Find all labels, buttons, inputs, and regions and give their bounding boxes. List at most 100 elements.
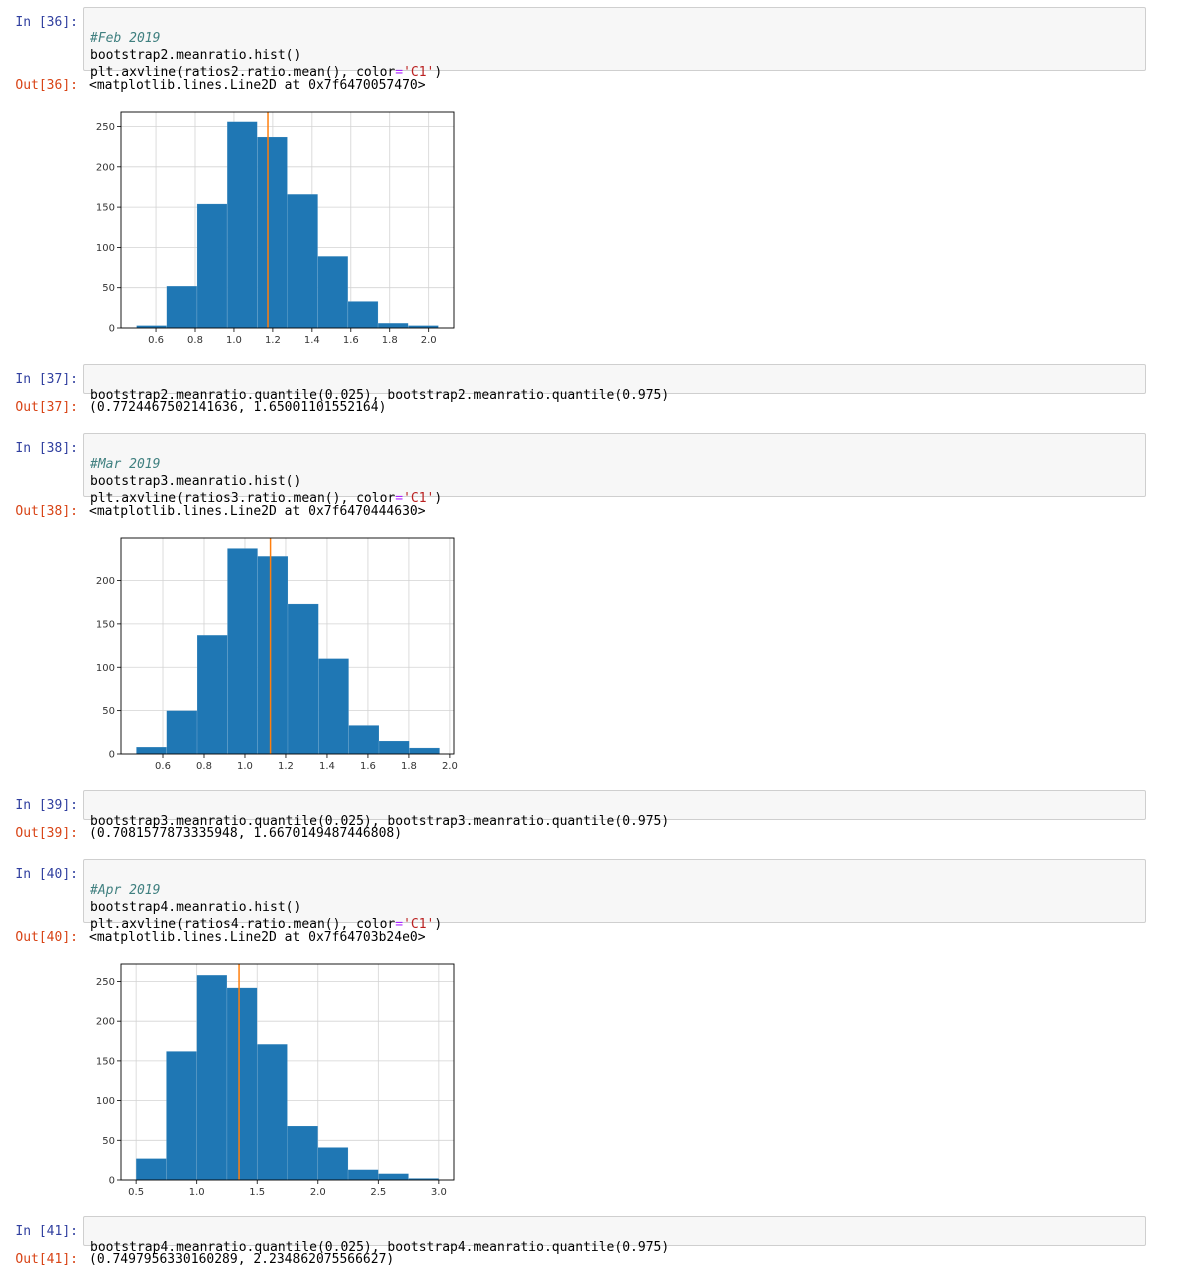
histogram-bar [166, 285, 198, 329]
histogram-apr-2019: 0.5 1.0 1.5 2.0 2.5 3.0 0 50 100 150 200 250 [96, 963, 455, 1198]
x-tick-label: 1.2 [278, 761, 294, 772]
x-tick-label: 1.6 [360, 761, 376, 772]
out-prompt-39: Out[39]: [15, 826, 78, 841]
x-tick-label: 0.6 [148, 335, 164, 346]
x-tick-label: 1.8 [401, 761, 417, 772]
histogram-mar-2019: 0.6 0.8 1.0 1.2 1.4 1.6 1.8 2.0 0 50 100 150 200 [96, 537, 458, 772]
code-text: ) [434, 917, 443, 932]
output-text-38: <matplotlib.lines.Line2D at 0x7f64704446… [89, 504, 426, 519]
y-tick-label: 100 [96, 243, 115, 254]
histogram-bar [318, 658, 349, 755]
code-cell-38[interactable]: #Mar 2019 bootstrap3.meanratio.hist() plt.… [83, 433, 1146, 506]
output-text-37: (0.7724467502141636, 1.65001101552164) [89, 400, 387, 415]
histogram-bar [409, 747, 440, 755]
in-prompt-41: In [41]: [15, 1224, 78, 1239]
histogram-bar [196, 203, 228, 329]
y-tick-label: 250 [96, 977, 115, 988]
x-tick-label: 1.2 [265, 335, 281, 346]
out-prompt-41: Out[41]: [15, 1252, 78, 1267]
y-tick-label: 200 [96, 162, 115, 173]
y-tick-label: 150 [96, 619, 115, 630]
plot-frame [120, 111, 455, 329]
plot-frame [120, 537, 455, 755]
x-tick-label: 1.4 [304, 335, 320, 346]
histogram-feb-2019: 0.6 0.8 1.0 1.2 1.4 1.6 1.8 2.0 0 50 100 150 200 250 [96, 111, 455, 346]
y-tick-label: 50 [102, 1136, 115, 1147]
code-operator: = [395, 65, 404, 80]
histogram-bar [378, 740, 410, 755]
code-cell-36[interactable]: #Feb 2019 bootstrap2.meanratio.hist() plt.… [83, 7, 1146, 80]
histogram-bar [317, 256, 349, 329]
code-cell-37[interactable]: bootstrap2.meanratio.quantile(0.025), bo… [83, 364, 1146, 403]
code-text: ) [434, 65, 443, 80]
y-tick-label: 150 [96, 203, 115, 214]
histogram-bar [226, 987, 258, 1181]
code-line: bootstrap3.meanratio.hist() [90, 474, 302, 489]
code-comment: #Feb 2019 [90, 31, 161, 46]
x-tick-label: 1.5 [249, 1187, 265, 1198]
histogram-bar [166, 1051, 197, 1181]
x-tick-label: 3.0 [431, 1187, 447, 1198]
code-string: 'C1' [403, 491, 435, 506]
histogram-bar [226, 121, 258, 329]
code-cell-39[interactable]: bootstrap3.meanratio.quantile(0.025), bo… [83, 790, 1146, 829]
histogram-bar [287, 603, 319, 755]
x-tick-label: 1.0 [226, 335, 242, 346]
histogram-bar [256, 1043, 288, 1181]
out-prompt-36: Out[36]: [15, 78, 78, 93]
x-tick-label: 0.8 [196, 761, 212, 772]
out-prompt-38: Out[38]: [15, 504, 78, 519]
histogram-bar [287, 1125, 319, 1181]
x-tick-label: 0.6 [155, 761, 171, 772]
code-operator: = [395, 491, 404, 506]
plot-frame [120, 963, 455, 1181]
y-tick-label: 250 [96, 122, 115, 133]
histogram-bar [317, 1147, 349, 1181]
code-cell-41[interactable]: bootstrap4.meanratio.quantile(0.025), bo… [83, 1216, 1146, 1255]
x-tick-label: 2.0 [310, 1187, 326, 1198]
code-text: plt.axvline(ratios2.ratio.mean(), color [90, 65, 396, 80]
x-tick-label: 1.4 [319, 761, 335, 772]
code-line: bootstrap4.meanratio.hist() [90, 900, 302, 915]
histogram-bar [135, 1158, 167, 1181]
code-text: plt.axvline(ratios3.ratio.mean(), color [90, 491, 396, 506]
x-tick-label: 2.0 [442, 761, 458, 772]
x-tick-label: 1.6 [343, 335, 359, 346]
code-operator: = [395, 917, 404, 932]
histogram-bar [347, 1169, 379, 1181]
in-prompt-38: In [38]: [15, 441, 78, 456]
code-comment: #Apr 2019 [90, 883, 161, 898]
y-tick-label: 50 [102, 706, 115, 717]
histogram-bar [257, 136, 288, 329]
histogram-bar [227, 548, 258, 755]
in-prompt-37: In [37]: [15, 372, 78, 387]
out-prompt-40: Out[40]: [15, 930, 78, 945]
in-prompt-36: In [36]: [15, 15, 78, 30]
in-prompt-40: In [40]: [15, 867, 78, 882]
x-tick-label: 1.8 [382, 335, 398, 346]
y-tick-label: 100 [96, 663, 115, 674]
code-text: ) [434, 491, 443, 506]
x-tick-label: 0.5 [128, 1187, 144, 1198]
y-tick-label: 200 [96, 1017, 115, 1028]
y-tick-label: 0 [109, 1176, 115, 1187]
code-line: bootstrap2.meanratio.quantile(0.025), bo… [90, 388, 670, 403]
histogram-bar [378, 1173, 409, 1181]
x-tick-label: 0.8 [187, 335, 203, 346]
histogram-bar [347, 301, 379, 329]
x-tick-label: 1.0 [237, 761, 253, 772]
code-line: bootstrap2.meanratio.hist() [90, 48, 302, 63]
in-prompt-39: In [39]: [15, 798, 78, 813]
histogram-bar [377, 322, 409, 329]
y-tick-label: 50 [102, 283, 115, 294]
output-text-40: <matplotlib.lines.Line2D at 0x7f64703b24… [89, 930, 426, 945]
y-tick-label: 0 [109, 324, 115, 335]
output-text-36: <matplotlib.lines.Line2D at 0x7f64700574… [89, 78, 426, 93]
histogram-bar [166, 710, 198, 755]
out-prompt-37: Out[37]: [15, 400, 78, 415]
histogram-bar [136, 746, 167, 755]
x-tick-label: 2.5 [370, 1187, 386, 1198]
histogram-bar [196, 974, 228, 1181]
code-cell-40[interactable]: #Apr 2019 bootstrap4.meanratio.hist() plt.… [83, 859, 1146, 932]
y-tick-label: 150 [96, 1056, 115, 1067]
